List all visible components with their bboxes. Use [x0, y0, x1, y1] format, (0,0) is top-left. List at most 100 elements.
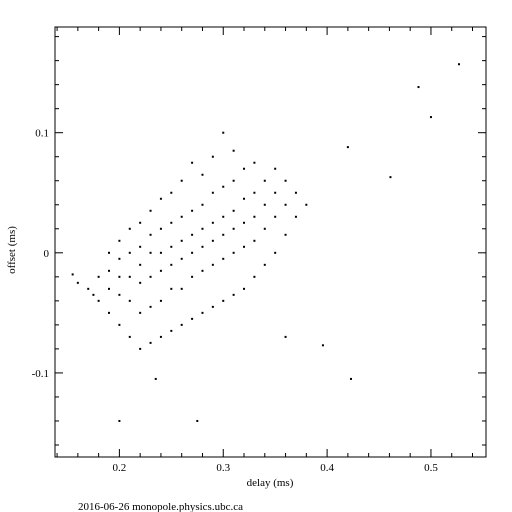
point	[274, 167, 277, 170]
point	[232, 227, 235, 230]
point	[222, 131, 225, 134]
point	[139, 221, 142, 224]
point	[170, 191, 173, 194]
point	[97, 299, 100, 302]
point	[222, 233, 225, 236]
point	[253, 275, 256, 278]
point	[274, 251, 277, 254]
point	[180, 179, 183, 182]
point	[128, 251, 131, 254]
point	[191, 275, 194, 278]
point	[170, 221, 173, 224]
point	[139, 281, 142, 284]
point	[222, 257, 225, 260]
x-tick-label: 0.2	[113, 462, 127, 474]
point	[76, 281, 79, 284]
plot-frame	[54, 26, 487, 458]
point	[118, 239, 121, 242]
point	[159, 299, 162, 302]
point	[139, 263, 142, 266]
point	[108, 251, 111, 254]
point	[243, 245, 246, 248]
point	[180, 239, 183, 242]
point	[191, 251, 194, 254]
point	[128, 275, 131, 278]
point	[108, 311, 111, 314]
point	[191, 209, 194, 212]
y-tick-label: 0.1	[35, 128, 49, 140]
point	[284, 233, 287, 236]
point	[108, 287, 111, 290]
point	[149, 275, 152, 278]
point	[294, 191, 297, 194]
point	[170, 263, 173, 266]
point	[263, 227, 266, 230]
point	[149, 305, 152, 308]
point	[118, 293, 121, 296]
point	[232, 209, 235, 212]
point	[243, 197, 246, 200]
point	[263, 203, 266, 206]
point	[154, 377, 157, 380]
point	[263, 263, 266, 266]
y-axis-label: offset (ms)	[6, 226, 18, 274]
point	[305, 203, 308, 206]
point	[253, 215, 256, 218]
point	[274, 191, 277, 194]
point	[346, 146, 349, 149]
point	[191, 233, 194, 236]
point	[118, 257, 121, 260]
point	[180, 287, 183, 290]
point	[201, 203, 204, 206]
point	[128, 227, 131, 230]
point	[180, 215, 183, 218]
point	[253, 239, 256, 242]
point	[243, 167, 246, 170]
point	[243, 287, 246, 290]
point	[321, 344, 324, 347]
point	[159, 269, 162, 272]
point	[159, 335, 162, 338]
point	[211, 155, 214, 158]
point	[170, 287, 173, 290]
point	[201, 227, 204, 230]
point	[294, 215, 297, 218]
point	[253, 161, 256, 164]
point	[108, 269, 111, 272]
point	[222, 185, 225, 188]
point	[284, 179, 287, 182]
point	[457, 63, 460, 66]
point	[191, 317, 194, 320]
point	[263, 179, 266, 182]
point	[139, 311, 142, 314]
point	[128, 335, 131, 338]
y-tick-label: -0.1	[32, 368, 49, 380]
point	[180, 257, 183, 260]
point	[87, 287, 90, 290]
point	[118, 323, 121, 326]
point	[243, 221, 246, 224]
point	[222, 299, 225, 302]
point	[149, 251, 152, 254]
point	[253, 191, 256, 194]
point	[232, 179, 235, 182]
point	[139, 245, 142, 248]
point	[149, 233, 152, 236]
point	[211, 263, 214, 266]
point	[196, 419, 199, 422]
x-tick-label: 0.5	[424, 462, 438, 474]
point	[97, 275, 100, 278]
x-tick-label: 0.4	[320, 462, 334, 474]
point	[201, 173, 204, 176]
point	[170, 329, 173, 332]
point	[170, 245, 173, 248]
point	[389, 176, 392, 179]
point	[159, 251, 162, 254]
point	[274, 215, 277, 218]
point	[211, 221, 214, 224]
point	[149, 209, 152, 212]
point	[128, 299, 131, 302]
point	[159, 227, 162, 230]
